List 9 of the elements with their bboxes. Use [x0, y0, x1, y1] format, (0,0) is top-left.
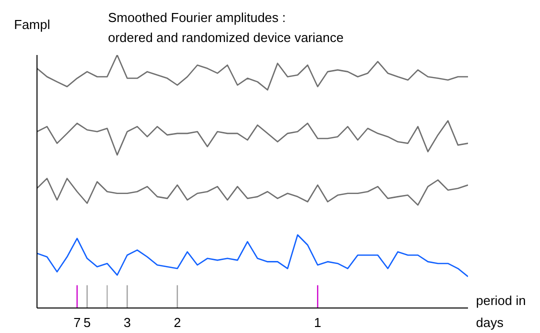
chart-title: Smoothed Fourier amplitudes :	[108, 10, 286, 25]
x-axis-title: period in days	[476, 292, 527, 332]
y-axis-title: Fampl	[14, 17, 50, 32]
x-tick-label: 7	[73, 315, 81, 330]
chart-subtitle: ordered and randomized device variance	[108, 30, 344, 45]
x-tick-label: 5	[84, 315, 91, 330]
x-tick-label: 3	[124, 315, 131, 330]
x-tick-label: 2	[174, 315, 181, 330]
x-tick-label: 1	[314, 315, 322, 330]
